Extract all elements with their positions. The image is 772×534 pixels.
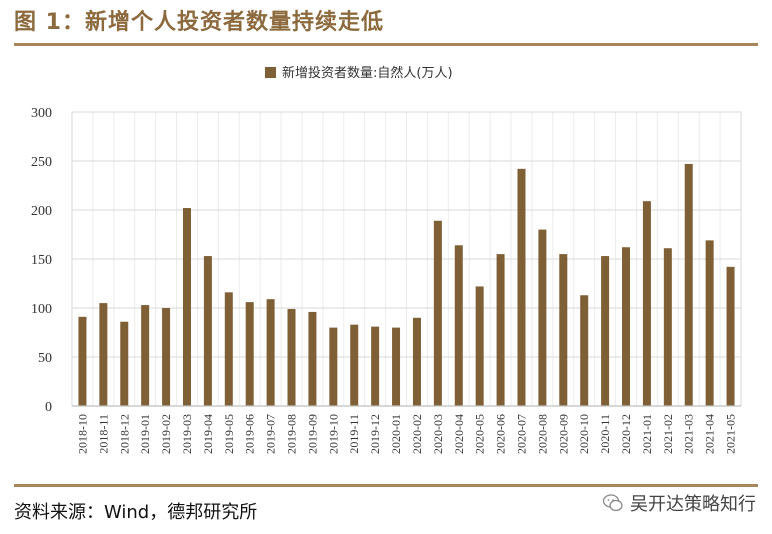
bar xyxy=(392,327,401,406)
x-tick-label: 2018-11 xyxy=(96,414,110,454)
x-tick-label: 2020-02 xyxy=(410,414,424,454)
bar xyxy=(642,201,651,406)
bar xyxy=(454,245,463,406)
bar xyxy=(182,208,191,406)
bar xyxy=(475,286,484,406)
x-tick-label: 2021-04 xyxy=(703,414,717,454)
bar xyxy=(350,324,359,406)
x-tick-label: 2019-05 xyxy=(222,414,236,454)
x-tick-label: 2019-01 xyxy=(138,414,152,454)
x-tick-label: 2020-09 xyxy=(556,414,570,454)
bar xyxy=(99,303,108,406)
x-tick-label: 2019-02 xyxy=(159,414,173,454)
bar xyxy=(538,229,547,406)
watermark-text: 吴开达策略知行 xyxy=(630,494,756,515)
x-tick-label: 2019-11 xyxy=(347,414,361,454)
x-tick-label: 2019-07 xyxy=(264,414,278,454)
bar xyxy=(663,248,672,406)
bar xyxy=(684,163,693,406)
bar xyxy=(559,254,568,406)
x-tick-label: 2020-04 xyxy=(452,414,466,454)
y-axis: 0 50 100 150 200 250 300 xyxy=(31,106,52,415)
bar xyxy=(203,256,212,406)
x-tick-label: 2020-10 xyxy=(577,414,591,454)
x-tick-label: 2020-01 xyxy=(389,414,403,454)
y-tick-label: 0 xyxy=(45,400,52,415)
grid-lines xyxy=(71,111,742,407)
x-tick-label: 2018-12 xyxy=(117,414,131,454)
x-tick-label: 2019-10 xyxy=(326,414,340,454)
y-tick-label: 200 xyxy=(31,204,52,219)
bar-chart: 新增投资者数量:自然人(万人) 0 50 100 150 200 250 300 2018-… xyxy=(31,65,742,454)
source-note: 资料来源：Wind，德邦研究所 xyxy=(14,502,258,523)
bar xyxy=(371,326,380,406)
bar xyxy=(287,308,296,406)
bar xyxy=(224,292,233,406)
x-tick-label: 2019-04 xyxy=(201,414,215,454)
watermark: 吴开达策略知行 xyxy=(602,490,756,516)
bar xyxy=(433,220,442,406)
x-tick-label: 2021-02 xyxy=(661,414,675,454)
bar xyxy=(120,321,129,406)
bar xyxy=(412,317,421,406)
x-axis: 2018-10 2018-11 2018-12 2019-01 2019-02 2019-… xyxy=(72,405,741,454)
bar xyxy=(517,168,526,406)
x-tick-label: 2021-05 xyxy=(724,414,738,454)
bar xyxy=(496,254,505,406)
x-tick-label: 2018-10 xyxy=(75,414,89,454)
legend-swatch xyxy=(265,67,276,78)
bar xyxy=(308,311,317,406)
x-tick-label: 2019-06 xyxy=(243,414,257,454)
bar xyxy=(580,295,589,406)
x-tick-label: 2020-08 xyxy=(535,414,549,454)
x-tick-label: 2019-12 xyxy=(368,414,382,454)
y-tick-label: 250 xyxy=(31,155,52,170)
wechat-icon xyxy=(602,494,623,512)
legend-label: 新增投资者数量:自然人(万人) xyxy=(282,65,453,81)
figure-title: 图 1：新增个人投资者数量持续走低 xyxy=(14,10,384,35)
x-tick-label: 2019-09 xyxy=(305,414,319,454)
x-tick-label: 2020-12 xyxy=(619,414,633,454)
x-tick-label: 2020-03 xyxy=(431,414,445,454)
top-divider xyxy=(14,43,758,46)
bar xyxy=(329,327,338,406)
x-tick-label: 2019-08 xyxy=(285,414,299,454)
bar xyxy=(705,240,714,406)
x-tick-label: 2021-01 xyxy=(640,414,654,454)
bars xyxy=(78,163,735,406)
bar xyxy=(601,256,610,406)
y-tick-label: 300 xyxy=(31,106,52,121)
bar xyxy=(622,247,631,406)
y-tick-label: 150 xyxy=(31,253,52,268)
x-tick-label: 2020-06 xyxy=(494,414,508,454)
x-tick-label: 2021-03 xyxy=(682,414,696,454)
x-tick-label: 2020-11 xyxy=(598,414,612,454)
bottom-divider xyxy=(14,484,758,487)
bar xyxy=(726,266,735,406)
bar xyxy=(245,302,254,406)
y-tick-label: 50 xyxy=(38,351,52,366)
x-tick-label: 2020-07 xyxy=(514,414,528,454)
bar xyxy=(141,305,150,406)
bar xyxy=(266,299,275,406)
x-tick-label: 2019-03 xyxy=(180,414,194,454)
x-tick-label: 2020-05 xyxy=(473,414,487,454)
chart-legend: 新增投资者数量:自然人(万人) xyxy=(265,65,453,81)
bar xyxy=(162,308,171,406)
y-tick-label: 100 xyxy=(31,302,52,317)
bar xyxy=(78,316,87,406)
